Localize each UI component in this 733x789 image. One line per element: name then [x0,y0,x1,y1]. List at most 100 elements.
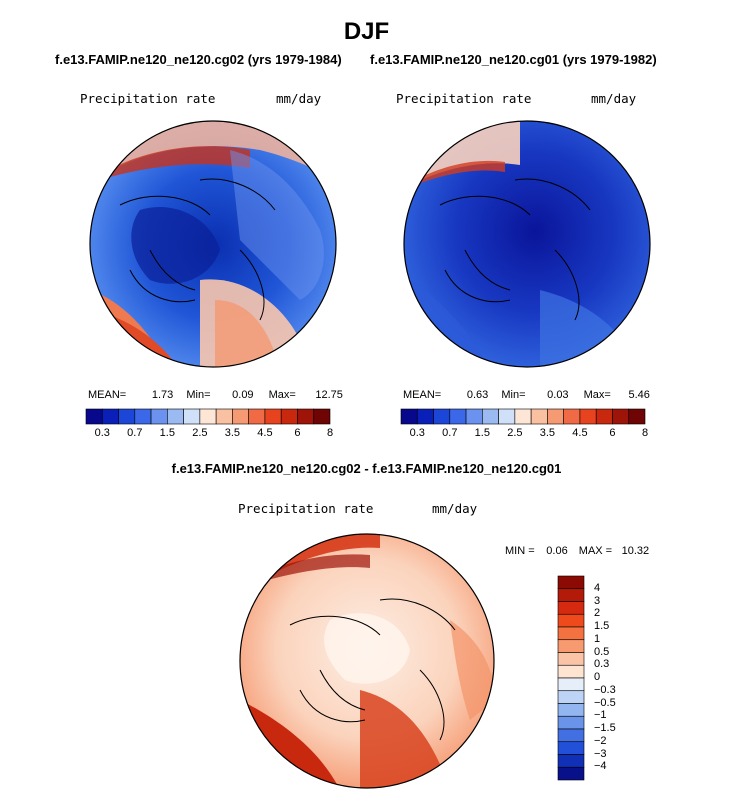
panel2-variable-label: Precipitation rate [396,91,532,106]
panel1-polar-map [90,121,336,367]
diff-colorbar-tick-label: −1 [594,709,607,722]
diff-colorbar-box [557,575,585,590]
panel2-mean-value: 0.63 [466,389,489,401]
panel1-colorbar-tick-label: 4.5 [257,427,273,439]
panel2-colorbar-box [563,408,581,425]
panel1-colorbar-box [297,408,315,425]
diff-min-label: MIN = [505,545,535,557]
panel2-colorbar-box [465,408,483,425]
panel1-min-label: Min= [186,389,211,401]
panel2-colorbar-box [579,408,597,425]
panel2-mean-label: MEAN= [403,389,442,401]
diff-colorbar-tick-label: 1 [594,632,601,645]
panel2-colorbar-box [482,408,499,425]
panel2-colorbar-tick-label: 3.5 [539,427,556,439]
diff-colorbar-box [557,741,585,755]
diff-max-value: 10.32 [621,545,650,557]
panel1-colorbar-tick-label: 8 [326,427,334,439]
panel1-stats: MEAN= 1.73 Min= 0.09 Max= 12.75 [88,389,343,401]
panel2-colorbar-box [628,408,646,425]
diff-colorbar-box [557,639,585,653]
panel2-colorbar-box [530,408,548,425]
panel2-stats: MEAN= 0.63 Min= 0.03 Max= 5.46 [403,389,650,401]
diff-title: f.e13.FAMIP.ne120_ne120.cg02 - f.e13.FAM… [171,461,562,476]
diff-stats: MIN = 0.06 MAX = 10.32 [505,545,649,557]
diff-colorbar-box [557,715,585,730]
diff-colorbar-tick-label: 0.3 [594,658,610,671]
diff-colorbar-box [557,652,585,666]
diff-units-label: mm/day [432,501,478,516]
panel2-max-value: 5.46 [628,389,650,401]
panel2-colorbar-tick-label: 0.3 [409,427,425,439]
diff-colorbar-box [557,703,585,717]
diff-colorbar-box [557,766,585,781]
panel2-units-label: mm/day [591,91,637,106]
diff-colorbar-tick-label: −3 [594,747,607,760]
diff-colorbar-tick-label: 0 [594,671,601,683]
diff-variable-label: Precipitation rate [238,501,374,516]
diff-colorbar-tick-label: 2 [594,607,601,620]
diff-colorbar-tick-label: 1.5 [594,620,610,632]
panel1-case-title: f.e13.FAMIP.ne120_ne120.cg02 (yrs 1979-1… [55,52,342,67]
diff-colorbar-tick-label: −1.5 [594,722,616,734]
panel1-max-label: Max= [268,389,296,401]
diff-colorbar-box [557,588,585,602]
panel1-colorbar-tick-label: 3.5 [224,427,241,439]
panel2-min-label: Min= [501,389,526,401]
diff-colorbar-tick-label: −0.5 [594,696,616,709]
panel1-colorbar-tick-label: 2.5 [192,427,208,439]
panel1-colorbar-box [167,408,184,425]
panel1-colorbar-box [118,408,136,425]
diff-min-value: 0.06 [546,545,568,557]
panel2-colorbar-tick-label: 4.5 [572,427,588,439]
season-title: DJF [343,18,390,45]
diff-colorbar-box [557,754,585,768]
panel1-colorbar-tick-label: 1.5 [159,427,175,439]
panel2-colorbar-box [547,408,564,425]
panel1-colorbar-tick-label: 0.3 [94,427,110,439]
diff-colorbar-box [557,601,585,615]
panel2-colorbar-tick-label: 2.5 [507,427,523,439]
panel1-colorbar-tick-label: 6 [294,427,301,439]
diff-colorbar-box [557,626,585,641]
panel2-map-boundary [403,120,651,368]
panel2-colorbar-box [612,408,630,425]
diff-colorbar-tick-label: −0.3 [594,683,616,696]
panel2-min-value: 0.03 [547,389,569,401]
panel2-max-label: Max= [583,389,611,401]
panel2-colorbar-tick-label: 8 [641,427,649,439]
panel2-colorbar-tick-label: 1.5 [474,427,490,439]
diff-polar-map [240,534,494,788]
diff-colorbar-box [557,728,585,743]
diff-colorbar-tick-label: −4 [594,760,607,773]
diff-colorbar-tick-label: 3 [594,594,601,607]
panel2-colorbar [400,408,646,425]
panel1-colorbar-box [85,408,103,425]
panel1-colorbar-box [232,408,249,425]
diff-max-label: MAX = [578,545,613,557]
panel2-colorbar-tick-label: 6 [609,427,616,439]
panel1-mean-label: MEAN= [88,389,127,401]
panel1-colorbar-box [134,408,152,425]
panel2-colorbar-box [514,408,532,425]
panel1-map-boundary [89,120,337,368]
diff-colorbar-box [557,677,585,692]
panel1-colorbar-box [280,408,298,425]
panel1-colorbar-box [264,408,282,425]
panel2-colorbar-box [595,408,613,425]
panel2-polar-map [404,121,650,367]
panel1-colorbar [85,408,331,425]
panel2-colorbar-box [416,408,434,425]
panel1-min-value: 0.09 [232,389,254,401]
panel2-colorbar-box [400,408,418,425]
panel1-colorbar-box [215,408,233,425]
diff-colorbar-box [557,613,585,628]
diff-colorbar-box [557,664,585,679]
panel1-max-value: 12.75 [315,389,343,401]
diff-colorbar [557,575,585,781]
panel2-colorbar-box [498,408,516,425]
panel1-variable-label: Precipitation rate [80,91,216,106]
panel1-colorbar-box [199,408,217,425]
panel1-colorbar-tick-label: 0.7 [127,427,143,439]
